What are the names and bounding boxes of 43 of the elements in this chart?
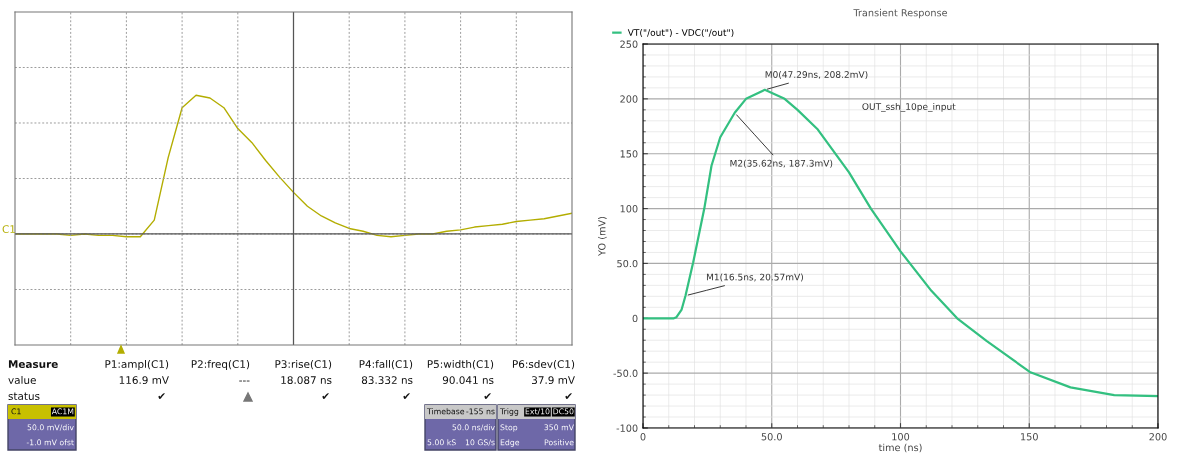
y-tick-label: 0 xyxy=(632,314,638,323)
y-tick-label: 100 xyxy=(620,205,638,213)
y-tick-label: 150 xyxy=(620,150,638,158)
text: ✔ xyxy=(158,393,165,399)
text: 83.332 ns xyxy=(361,376,413,385)
x-tick-label: 100 xyxy=(892,433,910,441)
text: P2:freq(C1) xyxy=(191,359,250,371)
text: status xyxy=(8,392,40,401)
line-series xyxy=(643,88,1158,398)
x-tick-label: 150 xyxy=(1021,433,1038,441)
y-tick-label: 200 xyxy=(620,95,638,103)
annotation: M0(47.29ns, 208.2mV) xyxy=(765,70,868,79)
text: C1 xyxy=(2,225,15,234)
y-tick-label: 250 xyxy=(620,40,638,48)
y-axis-title: YO (mV) xyxy=(598,216,607,256)
text: ✔ xyxy=(484,393,491,399)
x-tick-label: 50.0 xyxy=(761,433,782,441)
annotation: M1(16.5ns, 20.57mV) xyxy=(706,273,803,282)
text: --- xyxy=(239,380,250,382)
text: P6:sdev(C1) xyxy=(512,359,575,370)
text: 18.087 ns xyxy=(281,376,332,385)
text: ✔ xyxy=(565,393,572,399)
text: ✔ xyxy=(322,393,329,399)
x-tick-label: 200 xyxy=(1149,433,1167,441)
annotation: OUT_ssh_10pe_input xyxy=(862,102,956,112)
text: P4:fall(C1) xyxy=(359,359,413,370)
annotation: M2(35.62ns, 187.3mV) xyxy=(730,159,833,168)
x-tick-label: 0 xyxy=(640,433,646,441)
text: P3:rise(C1) xyxy=(275,359,332,370)
y-tick-label: -50.0 xyxy=(613,369,638,377)
text: P1:ampl(C1) xyxy=(105,359,169,371)
legend-label: VT("/out") - VDC("/out") xyxy=(627,28,734,37)
text: 90.041 ns xyxy=(442,376,494,385)
text: P5:width(C1) xyxy=(427,359,494,370)
y-tick-label: 50.0 xyxy=(617,259,638,268)
x-axis-title: time (ns) xyxy=(878,443,922,453)
text: 116.9 mV xyxy=(119,376,169,385)
chart-title: Transient Response xyxy=(853,8,948,19)
text: ✔ xyxy=(403,393,410,399)
text: Measure xyxy=(8,360,58,369)
text: value xyxy=(8,375,36,385)
y-tick-label: -100 xyxy=(616,424,638,432)
text: 37.9 mV xyxy=(532,376,575,385)
